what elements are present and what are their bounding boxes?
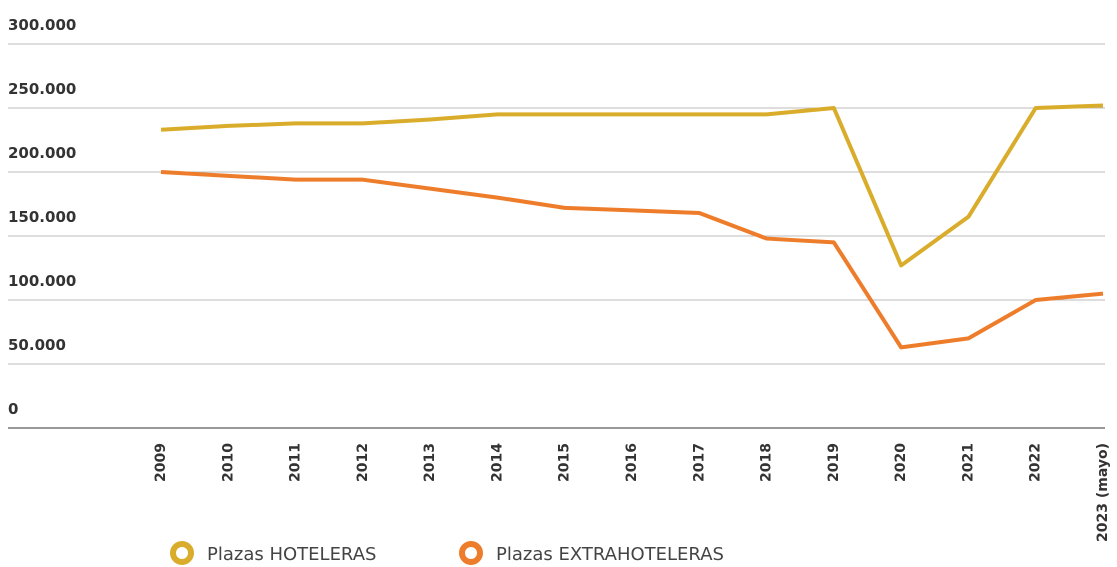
x-tick-label: 2009 — [153, 443, 169, 482]
x-tick-label: 2013 — [422, 443, 438, 482]
y-tick-label: 50.000 — [8, 336, 66, 354]
y-tick-label: 100.000 — [8, 272, 76, 290]
legend-marker — [170, 541, 194, 565]
x-tick-label: 2014 — [489, 443, 505, 482]
x-tick-label: 2012 — [355, 443, 371, 482]
y-tick-label: 300.000 — [8, 16, 76, 34]
x-tick-label: 2021 — [960, 443, 976, 482]
y-tick-label: 250.000 — [8, 80, 76, 98]
x-tick-label: 2011 — [288, 443, 304, 482]
legend-label: Plazas HOTELERAS — [207, 544, 376, 565]
y-tick-label: 150.000 — [8, 208, 76, 226]
y-tick-label: 200.000 — [8, 144, 76, 162]
series-line — [160, 103, 1104, 268]
legend-label: Plazas EXTRAHOTELERAS — [496, 544, 724, 565]
legend-marker — [459, 541, 483, 565]
x-tick-label: 2018 — [759, 443, 775, 482]
x-tick-label: 2023 (mayo) — [1095, 443, 1111, 542]
series-line — [160, 170, 1104, 350]
x-tick-label: 2015 — [557, 443, 573, 482]
x-tick-label: 2019 — [826, 443, 842, 482]
x-tick-label: 2017 — [691, 443, 707, 482]
x-tick-label: 2020 — [893, 443, 909, 482]
y-tick-label: 0 — [8, 400, 18, 418]
x-tick-label: 2010 — [220, 443, 236, 482]
x-tick-label: 2022 — [1028, 443, 1044, 482]
x-tick-label: 2016 — [624, 443, 640, 482]
